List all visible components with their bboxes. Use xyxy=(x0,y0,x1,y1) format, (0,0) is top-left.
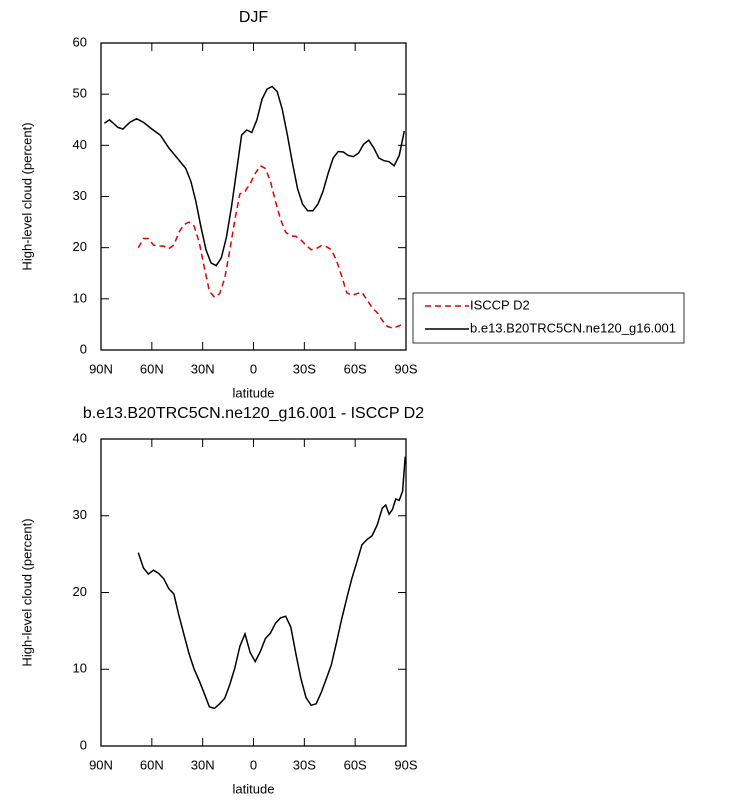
x-tick-label: 30S xyxy=(293,757,316,772)
x-axis-label: latitude xyxy=(233,781,275,796)
y-tick-label: 0 xyxy=(80,341,87,356)
y-axis-label: High-level cloud (percent) xyxy=(19,518,34,666)
x-tick-label: 60N xyxy=(140,757,164,772)
x-tick-label: 90N xyxy=(89,361,113,376)
y-tick-label: 10 xyxy=(73,290,87,305)
plot-frame xyxy=(100,438,407,747)
y-tick-label: 30 xyxy=(73,188,87,203)
y-tick-label: 0 xyxy=(80,737,87,752)
x-tick-label: 90S xyxy=(394,757,417,772)
legend-label: b.e13.B20TRC5CN.ne120_g16.001 xyxy=(470,320,676,335)
y-tick-label: 20 xyxy=(73,584,87,599)
y-tick-label: 20 xyxy=(73,239,87,254)
x-tick-label: 90N xyxy=(89,757,113,772)
x-tick-label: 60S xyxy=(344,361,367,376)
y-tick-label: 60 xyxy=(73,34,87,49)
legend-box xyxy=(412,292,685,344)
x-tick-label: 90S xyxy=(394,361,417,376)
x-axis-label: latitude xyxy=(233,385,275,400)
x-tick-label: 60N xyxy=(140,361,164,376)
y-tick-label: 40 xyxy=(73,137,87,152)
chart-title: DJF xyxy=(239,9,269,26)
x-tick-label: 0 xyxy=(250,757,257,772)
y-tick-label: 30 xyxy=(73,507,87,522)
legend-label: ISCCP D2 xyxy=(470,297,530,312)
x-tick-label: 30N xyxy=(191,757,215,772)
x-tick-label: 30N xyxy=(191,361,215,376)
plot-frame xyxy=(100,42,407,351)
y-axis-label: High-level cloud (percent) xyxy=(19,122,34,270)
x-tick-label: 0 xyxy=(250,361,257,376)
line-series xyxy=(137,456,406,710)
chart-title: b.e13.B20TRC5CN.ne120_g16.001 - ISCCP D2 xyxy=(83,405,424,422)
x-tick-label: 60S xyxy=(344,757,367,772)
y-tick-label: 10 xyxy=(73,661,87,676)
y-tick-label: 40 xyxy=(73,430,87,445)
line-series xyxy=(103,85,406,267)
x-tick-label: 30S xyxy=(293,361,316,376)
line-series xyxy=(137,164,403,329)
y-tick-label: 50 xyxy=(73,86,87,101)
